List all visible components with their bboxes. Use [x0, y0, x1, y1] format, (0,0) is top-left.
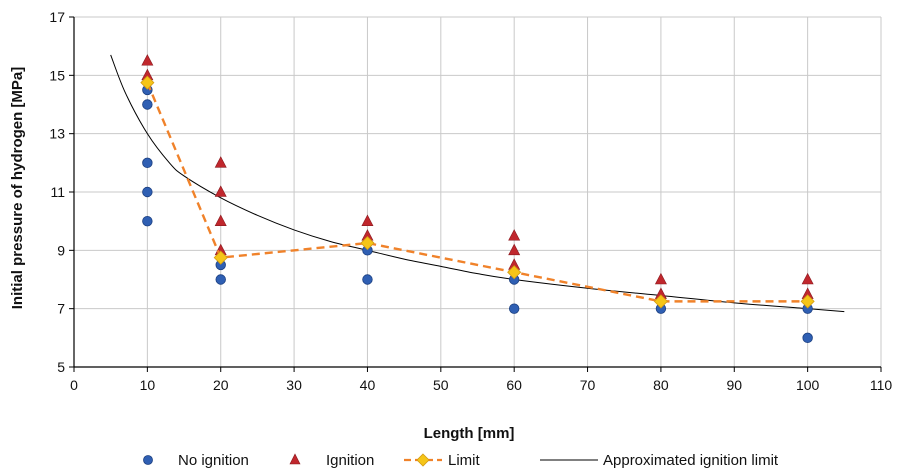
- y-tick-label: 7: [57, 301, 65, 317]
- grid: [74, 16, 882, 367]
- legend-limit-label: Limit: [448, 452, 481, 469]
- legend-limit-marker: [416, 453, 430, 467]
- limit-point: [507, 265, 522, 280]
- ignition-point: [214, 185, 227, 197]
- no-ignition-point: [142, 99, 153, 110]
- y-tick-label: 9: [57, 242, 65, 258]
- legend: No ignition Ignition Limit Approximated …: [143, 452, 779, 469]
- x-tick-label: 60: [506, 377, 522, 393]
- no-ignition-point: [508, 303, 520, 314]
- ignition-point: [214, 214, 227, 226]
- x-tick-label: 100: [796, 377, 820, 393]
- x-tick-label: 30: [286, 377, 302, 393]
- legend-no-ignition-label: No ignition: [178, 452, 249, 469]
- legend-ignition-label: Ignition: [326, 452, 374, 469]
- x-tick-labels: 0 10 20 30 40 50 60 70 80 90 100 110: [70, 377, 892, 393]
- ignition-point: [361, 214, 374, 226]
- ignition-point: [508, 243, 521, 256]
- no-ignition-point: [142, 186, 153, 198]
- ignition-point: [508, 229, 521, 241]
- x-tick-label: 110: [870, 377, 893, 393]
- data-marks: [110, 54, 845, 344]
- no-ignition-point: [142, 215, 153, 227]
- x-tick-label: 20: [213, 377, 229, 393]
- legend-ignition-marker: [289, 453, 301, 465]
- y-tick-label: 17: [49, 9, 65, 25]
- x-tick-label: 10: [140, 377, 156, 393]
- limit-point: [213, 250, 228, 265]
- x-tick-label: 0: [70, 377, 78, 393]
- limit-point: [800, 294, 815, 309]
- limit-point: [360, 235, 375, 251]
- limit-point: [653, 294, 668, 309]
- limit-point: [140, 75, 155, 90]
- x-tick-label: 90: [726, 377, 742, 393]
- x-tick-label: 50: [433, 377, 449, 393]
- axes: [69, 16, 882, 372]
- limit-line: [146, 82, 808, 303]
- ignition-point: [214, 156, 227, 168]
- y-tick-labels: 5 7 9 11 13 15 17: [49, 9, 65, 375]
- y-tick-label: 15: [49, 67, 65, 83]
- ignition-point: [654, 272, 667, 285]
- ignition-point: [141, 54, 154, 66]
- legend-no-ignition-marker: [143, 455, 153, 465]
- y-tick-label: 11: [50, 184, 65, 200]
- x-tick-label: 70: [580, 377, 596, 393]
- no-ignition-point: [802, 332, 813, 344]
- ignition-point: [801, 272, 814, 285]
- legend-approx-label: Approximated ignition limit: [603, 452, 779, 469]
- x-tick-label: 40: [360, 377, 376, 393]
- y-axis-label: Initial pressure of hydrogen [MPa]: [9, 67, 26, 310]
- x-axis-label: Length [mm]: [424, 425, 515, 442]
- no-ignition-point: [142, 157, 153, 169]
- y-tick-label: 5: [57, 359, 65, 375]
- no-ignition-point: [362, 274, 373, 285]
- y-tick-label: 13: [49, 126, 65, 142]
- x-tick-label: 80: [653, 377, 669, 393]
- no-ignition-point: [215, 274, 226, 285]
